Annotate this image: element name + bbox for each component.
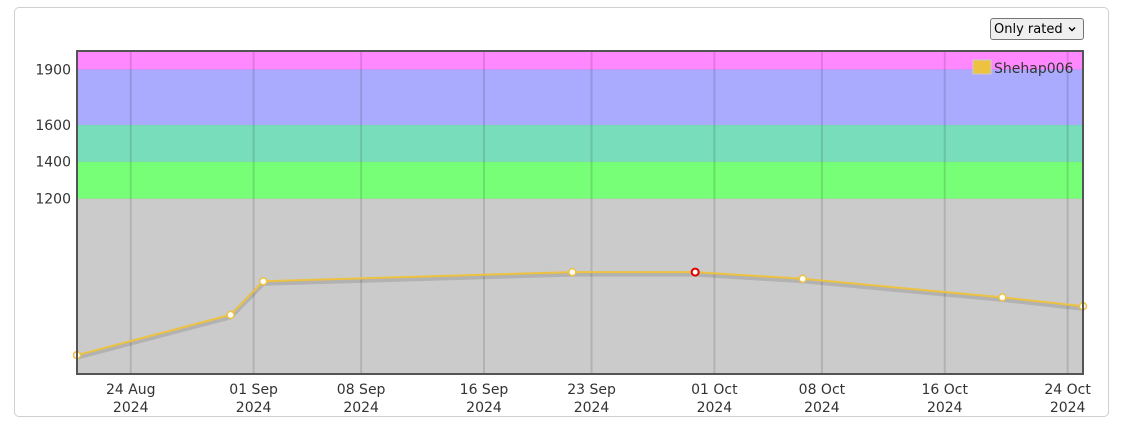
rating-filter-select[interactable]: Only rated: [990, 18, 1084, 40]
x-tick-label: 16 Sep: [460, 382, 509, 398]
x-tick-year: 2024: [697, 400, 733, 416]
rating-band-0: [77, 198, 1083, 374]
x-tick-year: 2024: [804, 400, 840, 416]
data-point[interactable]: [998, 293, 1007, 302]
x-tick-label: 08 Oct: [799, 382, 846, 398]
chevron-down-icon: [1068, 27, 1076, 32]
rating-band-4: [77, 51, 1083, 70]
x-tick-year: 2024: [466, 400, 502, 416]
legend: Shehap006: [972, 59, 1074, 77]
x-tick-label: 16 Oct: [922, 382, 969, 398]
x-tick-year: 2024: [1050, 400, 1086, 416]
y-tick-label: 1900: [35, 62, 71, 78]
y-tick-label: 1200: [35, 192, 71, 208]
plot-border: [76, 50, 1084, 375]
y-axis-ticks: 1200 1400 1600 1900: [35, 62, 71, 207]
x-tick-year: 2024: [236, 400, 272, 416]
series-line-shadow: [76, 271, 1084, 360]
rating-filter-label: Only rated: [994, 21, 1063, 37]
y-tick-label: 1600: [35, 118, 71, 134]
rating-band-2: [77, 124, 1083, 162]
data-point[interactable]: [226, 310, 235, 320]
legend-swatch: [972, 59, 992, 75]
x-tick-year: 2024: [574, 400, 610, 416]
x-axis-ticks: 24 Aug 2024 01 Sep 2024 08 Sep 2024 16 Sep 2024…: [106, 382, 1091, 416]
x-tick-year: 2024: [927, 400, 963, 416]
legend-label: Shehap006: [994, 61, 1074, 77]
x-tick-label: 24 Aug: [106, 382, 156, 398]
x-tick-label: 23 Sep: [567, 382, 616, 398]
rating-bands: [77, 51, 1083, 374]
data-point[interactable]: [258, 277, 268, 286]
grid-lines: [77, 51, 1083, 374]
data-point[interactable]: [568, 267, 577, 277]
rating-band-3: [77, 69, 1083, 125]
x-tick-year: 2024: [343, 400, 379, 416]
x-tick-label: 24 Oct: [1044, 382, 1091, 398]
x-tick-label: 01 Sep: [229, 382, 278, 398]
highlighted-data-point[interactable]: [690, 267, 700, 277]
y-tick-label: 1400: [35, 155, 71, 171]
x-tick-label: 08 Sep: [337, 382, 386, 398]
data-point[interactable]: [798, 274, 807, 284]
x-tick-year: 2024: [113, 400, 149, 416]
rating-band-1: [77, 161, 1083, 199]
series-line: [76, 271, 1084, 357]
x-tick-label: 01 Oct: [691, 382, 738, 398]
series-lines: [76, 271, 1084, 360]
